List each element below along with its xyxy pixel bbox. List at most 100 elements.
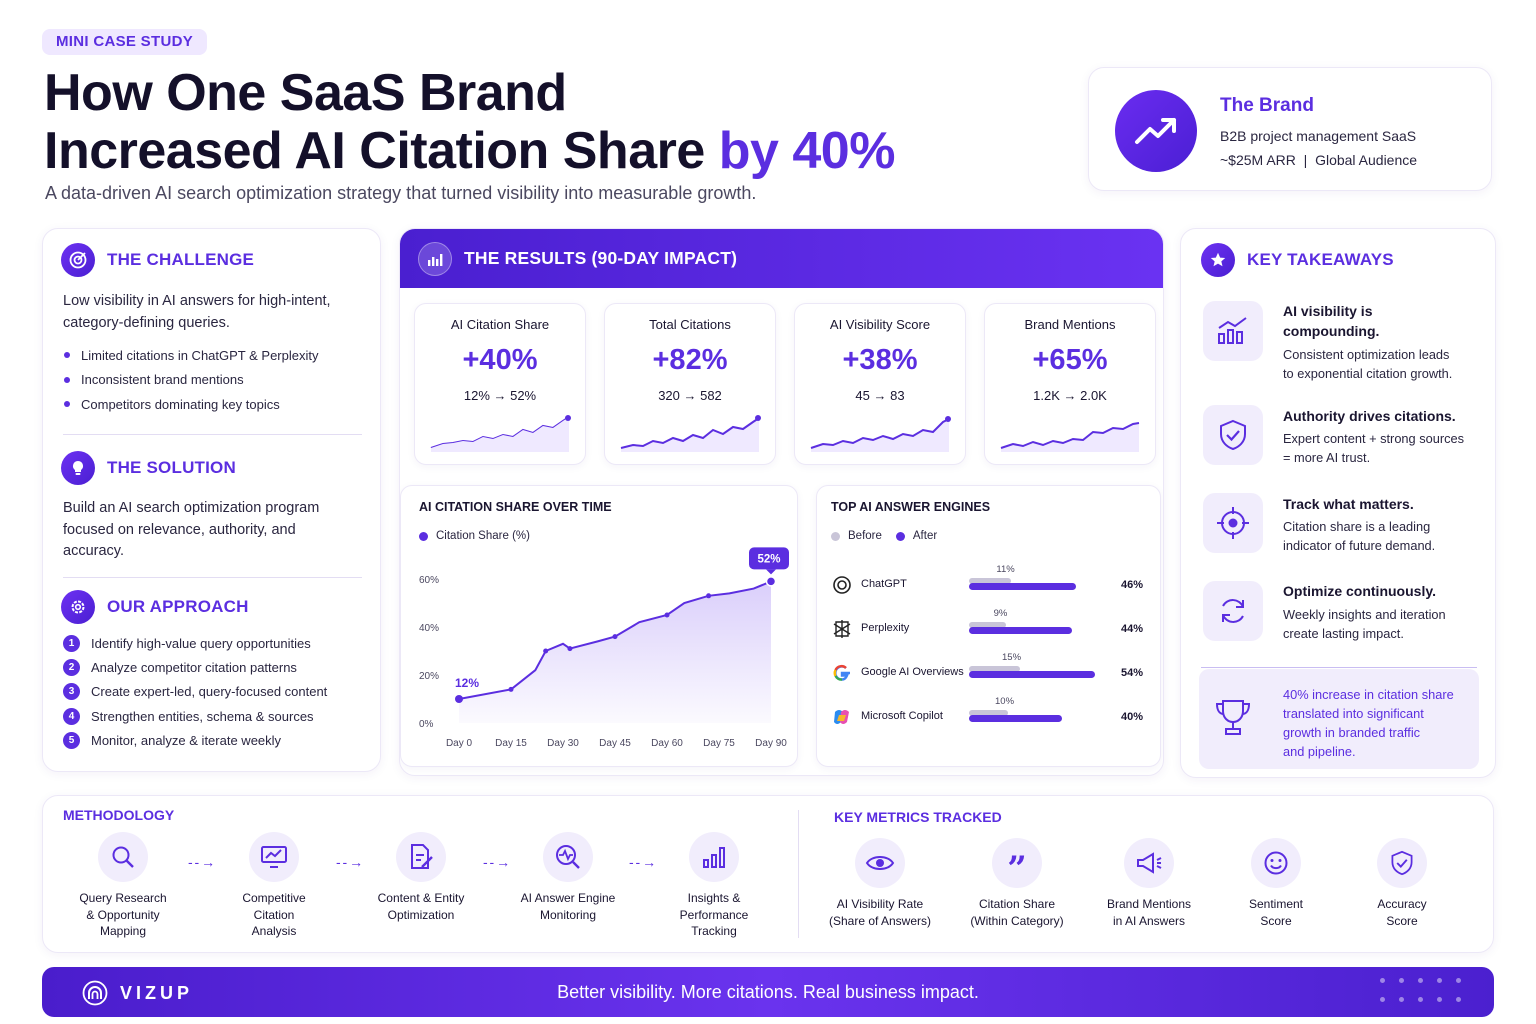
data-point (706, 593, 712, 599)
trending-up-icon (1115, 90, 1197, 172)
brand-stats: ~$25M ARR | Global Audience (1220, 152, 1418, 168)
trophy-icon (1207, 691, 1259, 743)
list-item: 4 Strengthen entities, schema & sources (63, 704, 327, 728)
challenge-text: Low visibility in AI answers for high-in… (63, 293, 331, 331)
gear-icon (61, 590, 95, 624)
list-item: Inconsistent brand mentions (61, 368, 318, 393)
method-step-competitive-analysis: Competitive Citation Analysis (214, 832, 334, 940)
bar-before-label: 9% (993, 608, 1008, 619)
quote-icon: ” (992, 838, 1042, 888)
engine-chatgpt: ChatGPT 11% 46% (831, 564, 1151, 600)
arrow-icon: - - → (336, 854, 363, 870)
engine-microsoft-copilot: Microsoft Copilot 10% 40% (831, 696, 1151, 732)
x-tick-label: Day 15 (495, 738, 527, 749)
method-step-insights: Insights & Performance Tracking (654, 832, 774, 940)
divider (1201, 667, 1477, 668)
methodology-title: METHODOLOGY (63, 807, 175, 823)
bar-before (969, 666, 1020, 672)
bar-before (969, 622, 1006, 628)
line-chart-svg: 0% 20% 40% 60% Day 0 Day 15 Day 30 Day 45 Day 60… (419, 547, 789, 749)
engine-name: Perplexity (861, 622, 910, 634)
bar-before-label: 10% (995, 696, 1015, 707)
challenge-heading: THE CHALLENGE (61, 243, 254, 277)
bar-before (969, 578, 1011, 584)
brand-title: The Brand (1220, 95, 1314, 116)
engine-google-ai-overviews: Google AI Overviews 15% 54% (831, 652, 1151, 688)
logo-icon (82, 980, 108, 1006)
bar-after (969, 671, 1095, 678)
x-tick-label: Day 0 (446, 738, 473, 749)
eye-icon (855, 838, 905, 888)
monitor-chart-icon (249, 832, 299, 882)
engine-logo-icon (831, 706, 853, 728)
approach-steps: 1 Identify high-value query opportunities… (63, 631, 327, 753)
results-header: THE RESULTS (90-DAY IMPACT) (400, 229, 1163, 288)
brand-card: The Brand B2B project management SaaS ~$… (1088, 67, 1492, 191)
takeaway-banner: 40% increase in citation share translate… (1199, 669, 1479, 769)
start-point (455, 695, 463, 703)
y-tick-label: 60% (419, 575, 439, 586)
crosshair-icon (1203, 493, 1263, 553)
vizup-logo: VIZUP (82, 980, 193, 1006)
bar-before-label: 15% (1002, 652, 1022, 663)
engine-name: ChatGPT (861, 578, 907, 590)
footer-banner: VIZUP Better visibility. More citations.… (42, 967, 1494, 1017)
y-tick-label: 20% (419, 671, 439, 682)
approach-heading: OUR APPROACH (61, 590, 249, 624)
engine-logo-icon (831, 574, 853, 596)
arrow-icon: - - → (629, 854, 656, 870)
engines-legend: Before After (831, 530, 937, 542)
bar-chart-icon (418, 241, 452, 276)
citation-share-chart: AI CITATION SHARE OVER TIME Citation Sha… (400, 485, 798, 767)
data-point (664, 612, 670, 618)
kpi-card-brand-mentions: Brand Mentions +65% 1.2K → 2.0K (984, 303, 1156, 465)
sparkline (430, 415, 571, 452)
refresh-icon (1203, 581, 1263, 641)
divider (63, 434, 362, 435)
metric-citation-share: ” Citation Share (Within Category) (957, 838, 1077, 929)
metric-brand-mentions: Brand Mentions in AI Answers (1089, 838, 1209, 929)
metrics-title: KEY METRICS TRACKED (834, 809, 1002, 825)
shield-check-icon (1377, 838, 1427, 888)
bar-after (969, 715, 1063, 722)
solution-heading: THE SOLUTION (61, 451, 236, 485)
end-point (765, 576, 777, 587)
search-icon (98, 832, 148, 882)
y-tick-label: 40% (419, 623, 439, 634)
engine-name: Google AI Overviews (861, 666, 964, 678)
engine-logo-icon (831, 618, 853, 640)
takeaways-card: KEY TAKEAWAYS AI visibility is compoundi… (1180, 228, 1496, 778)
document-edit-icon (396, 832, 446, 882)
x-tick-label: Day 75 (703, 738, 735, 749)
case-study-tag: MINI CASE STUDY (42, 29, 208, 55)
x-tick-label: Day 90 (755, 738, 787, 749)
methodology-card: METHODOLOGY Query Research & Opportunity M… (42, 795, 1494, 953)
list-item: 1 Identify high-value query opportunities (63, 631, 327, 655)
series-area (459, 581, 771, 723)
bar-after (969, 583, 1077, 590)
bar-after (969, 627, 1072, 634)
method-step-content-optimization: Content & Entity Optimization (361, 832, 481, 923)
solution-text: Build an AI search optimization program … (63, 500, 320, 559)
end-label-box (749, 547, 789, 570)
megaphone-icon (1124, 838, 1174, 888)
chart-legend: Citation Share (%) (419, 530, 530, 542)
footer-tagline: Better visibility. More citations. Real … (557, 982, 979, 1002)
x-tick-label: Day 45 (599, 738, 631, 749)
kpi-card-citation-share: AI Citation Share +40% 12% → 52% (414, 303, 586, 465)
metric-sentiment: Sentiment Score (1216, 838, 1336, 929)
target-icon (61, 243, 95, 277)
bar-after-label: 44% (1121, 623, 1144, 635)
star-icon (1201, 243, 1235, 277)
sparkline (810, 416, 951, 452)
pulse-monitor-icon (543, 832, 593, 882)
arrow-icon: - - → (483, 854, 510, 870)
divider (63, 577, 362, 578)
metric-visibility-rate: AI Visibility Rate (Share of Answers) (820, 838, 940, 929)
bar-after-label: 54% (1121, 667, 1144, 679)
banner-text: 40% increase in citation share translate… (1283, 687, 1454, 759)
challenge-solution-card: THE CHALLENGE Low visibility in AI answe… (42, 228, 381, 772)
engine-name: Microsoft Copilot (861, 710, 943, 722)
bar-after-label: 40% (1121, 711, 1144, 723)
bar-before-label: 11% (996, 564, 1015, 575)
